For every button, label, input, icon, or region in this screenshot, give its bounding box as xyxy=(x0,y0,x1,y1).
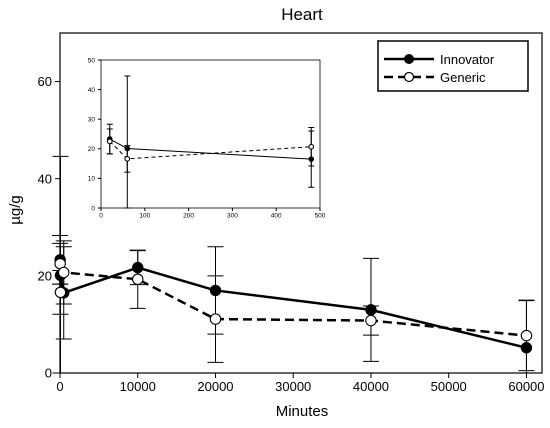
legend-label-generic: Generic xyxy=(440,70,486,85)
data-point xyxy=(124,156,131,162)
y-axis-label: µg/g xyxy=(7,195,24,225)
inset-x-tick-label: 300 xyxy=(227,213,238,220)
data-point xyxy=(54,286,67,299)
inset-y-tick-label: 20 xyxy=(88,146,96,153)
main-x-tick-label: 50000 xyxy=(431,379,467,394)
inset-x-tick-label: 100 xyxy=(139,213,150,220)
main-y-tick-label: 0 xyxy=(45,366,52,381)
data-point xyxy=(520,329,533,342)
main-y-tick-label: 20 xyxy=(38,268,52,283)
main-y-tick-label: 60 xyxy=(38,74,52,89)
inset-y-tick-label: 10 xyxy=(88,176,96,183)
data-point xyxy=(57,266,70,279)
main-x-tick-label: 10000 xyxy=(120,379,156,394)
inset-x-tick-label: 400 xyxy=(271,213,282,220)
inset-x-tick-label: 500 xyxy=(315,213,326,220)
main-series-generic xyxy=(52,240,535,372)
legend-label-innovator: Innovator xyxy=(440,52,495,67)
data-point xyxy=(106,138,113,145)
main-x-tick-label: 0 xyxy=(56,379,63,394)
inset-x-tick-label: 200 xyxy=(183,213,194,220)
data-point xyxy=(365,314,377,327)
data-point xyxy=(308,143,315,150)
main-x-tick-label: 40000 xyxy=(353,379,389,394)
inset-y-tick-label: 0 xyxy=(91,205,95,212)
main-x-tick-label: 60000 xyxy=(508,379,544,394)
inset-y-tick-label: 40 xyxy=(88,87,96,94)
inset-plot-frame xyxy=(100,59,321,209)
inset-y-tick-label: 50 xyxy=(88,57,96,64)
legend-box xyxy=(377,40,529,92)
main-x-tick-label: 30000 xyxy=(275,379,311,394)
legend-marker-innovator xyxy=(404,54,414,64)
inset-panel: 0 100 200 300 400 500 0 10 20 30 40 50 xyxy=(88,57,326,219)
main-x-tick-label: 20000 xyxy=(197,379,233,394)
data-point xyxy=(131,273,144,286)
inset-series-generic xyxy=(106,126,315,173)
legend-marker-generic xyxy=(403,71,415,83)
x-axis-label: Minutes xyxy=(276,403,329,420)
inset-y-tick-label: 30 xyxy=(88,116,96,123)
legend: Innovator Generic xyxy=(377,40,529,92)
data-point xyxy=(209,313,222,325)
inset-x-tick-label: 0 xyxy=(99,213,103,220)
main-y-tick-label: 40 xyxy=(38,171,52,186)
chart-title: Heart xyxy=(281,5,323,24)
